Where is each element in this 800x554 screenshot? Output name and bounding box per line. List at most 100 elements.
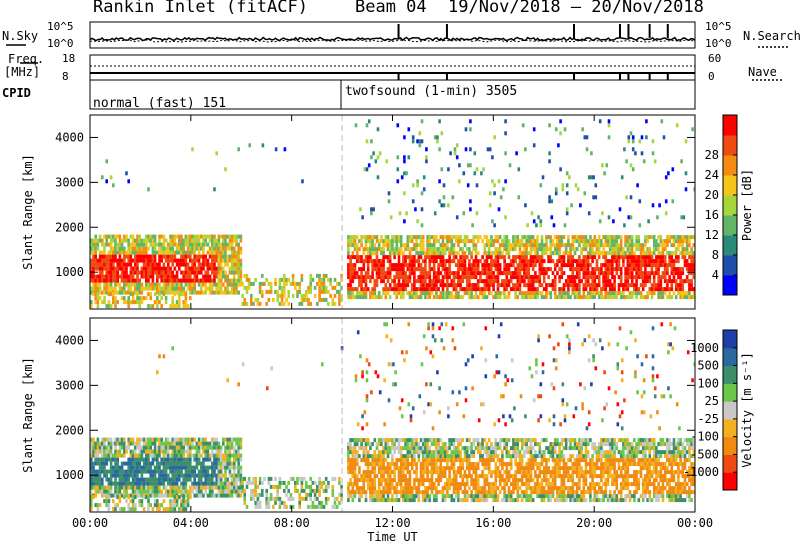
data-cell: [191, 453, 194, 458]
data-cell: [545, 243, 548, 248]
data-cell: [103, 278, 106, 283]
data-cell: [413, 275, 416, 280]
data-cell: [195, 234, 199, 239]
data-cell: [151, 461, 155, 466]
data-cell: [324, 297, 328, 302]
data-cell: [567, 295, 570, 300]
data-cell: [391, 442, 394, 447]
data-cell: [355, 243, 359, 248]
data-cell: [534, 271, 537, 276]
data-cell: [591, 283, 594, 288]
data-cell: [278, 293, 282, 298]
data-cell: [384, 235, 388, 240]
data-cell: [559, 119, 562, 124]
data-cell: [171, 262, 174, 267]
data-cell: [635, 255, 638, 260]
data-cell: [103, 469, 106, 474]
data-cell: [674, 259, 678, 264]
data-cell: [494, 255, 498, 260]
data-cell: [404, 462, 407, 467]
data-cell: [426, 247, 429, 252]
data-cell: [507, 239, 511, 244]
data-cell: [230, 461, 234, 466]
data-cell: [147, 292, 150, 297]
data-cell: [200, 489, 203, 494]
data-cell: [347, 494, 350, 499]
data-cell: [226, 445, 229, 450]
data-cell: [120, 262, 124, 267]
data-cell: [512, 247, 515, 252]
data-cell: [384, 275, 388, 280]
data-cell: [217, 266, 221, 271]
data-cell: [162, 238, 166, 243]
data-cell: [169, 266, 172, 271]
data-cell: [230, 282, 234, 287]
data-cell: [487, 287, 491, 292]
data-cell: [278, 476, 282, 481]
data-cell: [353, 454, 357, 459]
data-cell: [459, 287, 462, 292]
data-cell: [233, 457, 236, 462]
data-cell: [670, 263, 674, 268]
data-cell: [421, 271, 425, 276]
data-cell: [373, 486, 377, 491]
data-cell: [90, 477, 93, 482]
data-cell: [120, 238, 124, 243]
colorbar-tick-label: 12: [705, 228, 719, 242]
data-cell: [452, 283, 456, 288]
data-cell: [534, 259, 537, 264]
data-cell: [123, 274, 126, 279]
data-cell: [241, 488, 244, 493]
data-cell: [347, 482, 350, 487]
data-cell: [408, 251, 412, 256]
data-cell: [663, 275, 667, 280]
data-cell: [182, 242, 185, 247]
data-cell: [527, 251, 531, 256]
data-cell: [548, 159, 551, 164]
data-cell: [300, 480, 304, 485]
data-cell: [366, 450, 370, 455]
data-cell: [129, 266, 133, 271]
data-cell: [184, 489, 188, 494]
data-cell: [364, 279, 368, 284]
data-cell: [138, 469, 141, 474]
data-cell: [389, 215, 393, 220]
data-cell: [549, 259, 553, 264]
data-cell: [553, 235, 557, 240]
data-cell: [685, 247, 689, 252]
data-cell: [134, 461, 137, 466]
data-cell: [600, 271, 603, 276]
data-cell: [351, 279, 355, 284]
data-cell: [630, 279, 634, 284]
data-cell: [167, 457, 170, 462]
data-cell: [347, 295, 350, 300]
data-cell: [230, 286, 234, 291]
data-cell: [641, 255, 645, 260]
data-cell: [219, 274, 223, 279]
data-cell: [109, 242, 113, 247]
data-cell: [162, 286, 166, 291]
data-cell: [131, 441, 135, 446]
data-cell: [98, 465, 102, 470]
data-cell: [399, 283, 403, 288]
data-cell: [545, 251, 548, 256]
data-cell: [575, 267, 579, 272]
data-cell: [145, 278, 148, 283]
data-cell: [442, 203, 446, 208]
data-cell: [219, 489, 223, 494]
data-cell: [173, 495, 177, 500]
data-cell: [457, 259, 460, 264]
data-cell: [635, 235, 638, 240]
data-cell: [668, 295, 671, 300]
data-cell: [391, 438, 394, 443]
data-cell: [380, 267, 383, 272]
data-cell: [582, 291, 586, 296]
data-cell: [611, 287, 614, 292]
data-cell: [347, 271, 350, 276]
data-cell: [217, 473, 221, 478]
data-cell: [657, 267, 660, 272]
data-cell: [278, 277, 282, 282]
data-cell: [386, 279, 390, 284]
data-cell: [422, 187, 426, 192]
data-cell: [182, 258, 185, 263]
